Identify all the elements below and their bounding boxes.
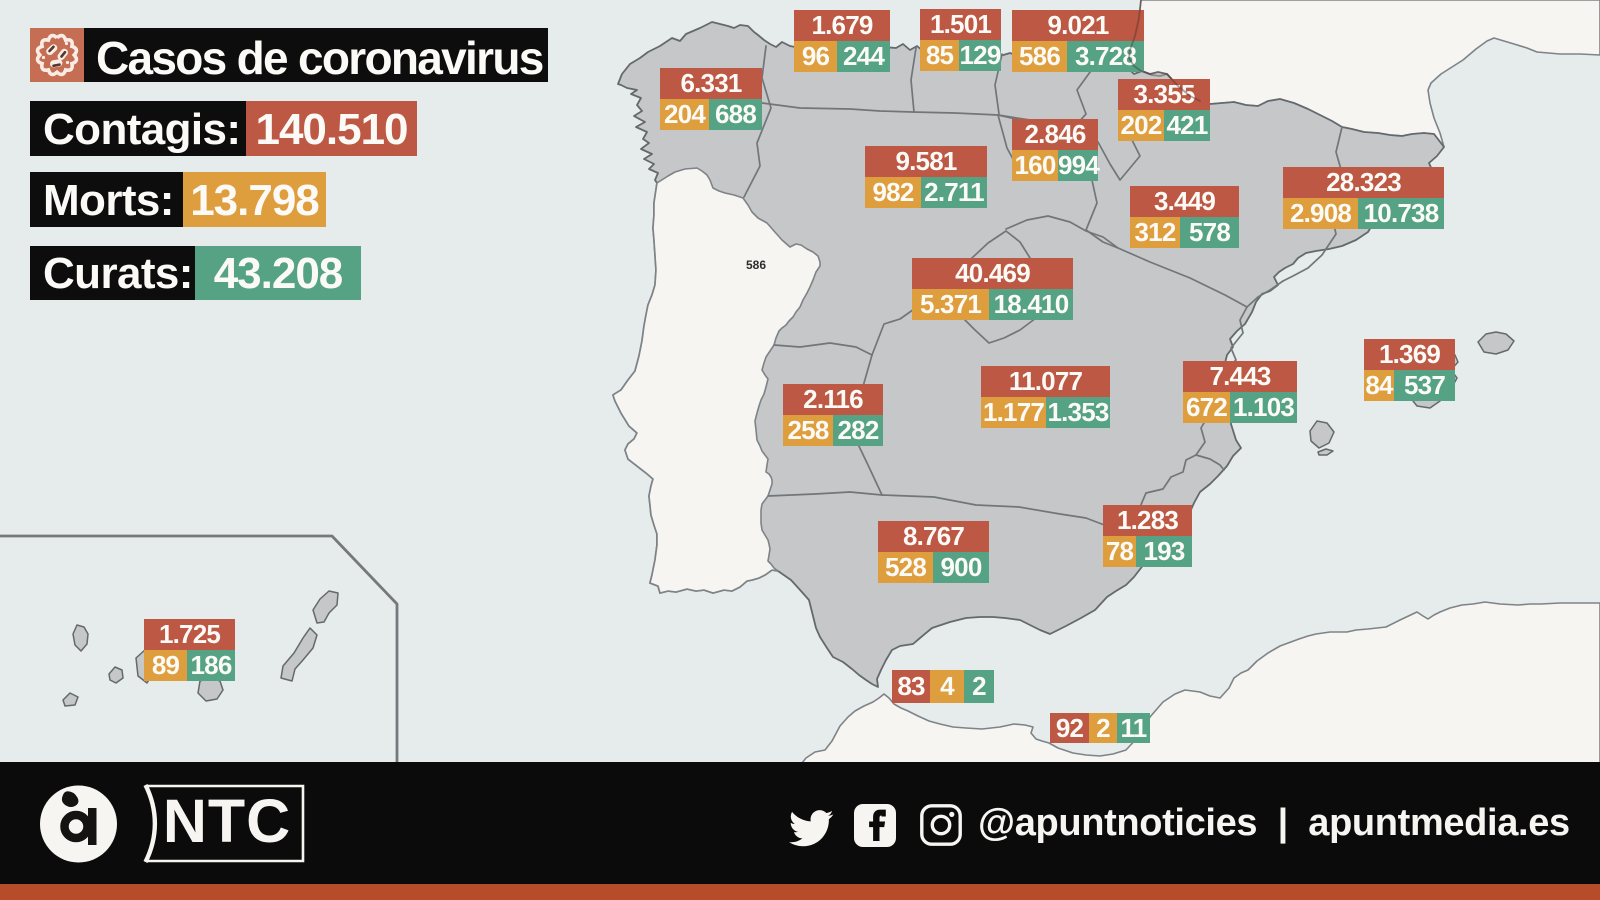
svg-text:NTC: NTC (163, 787, 291, 855)
